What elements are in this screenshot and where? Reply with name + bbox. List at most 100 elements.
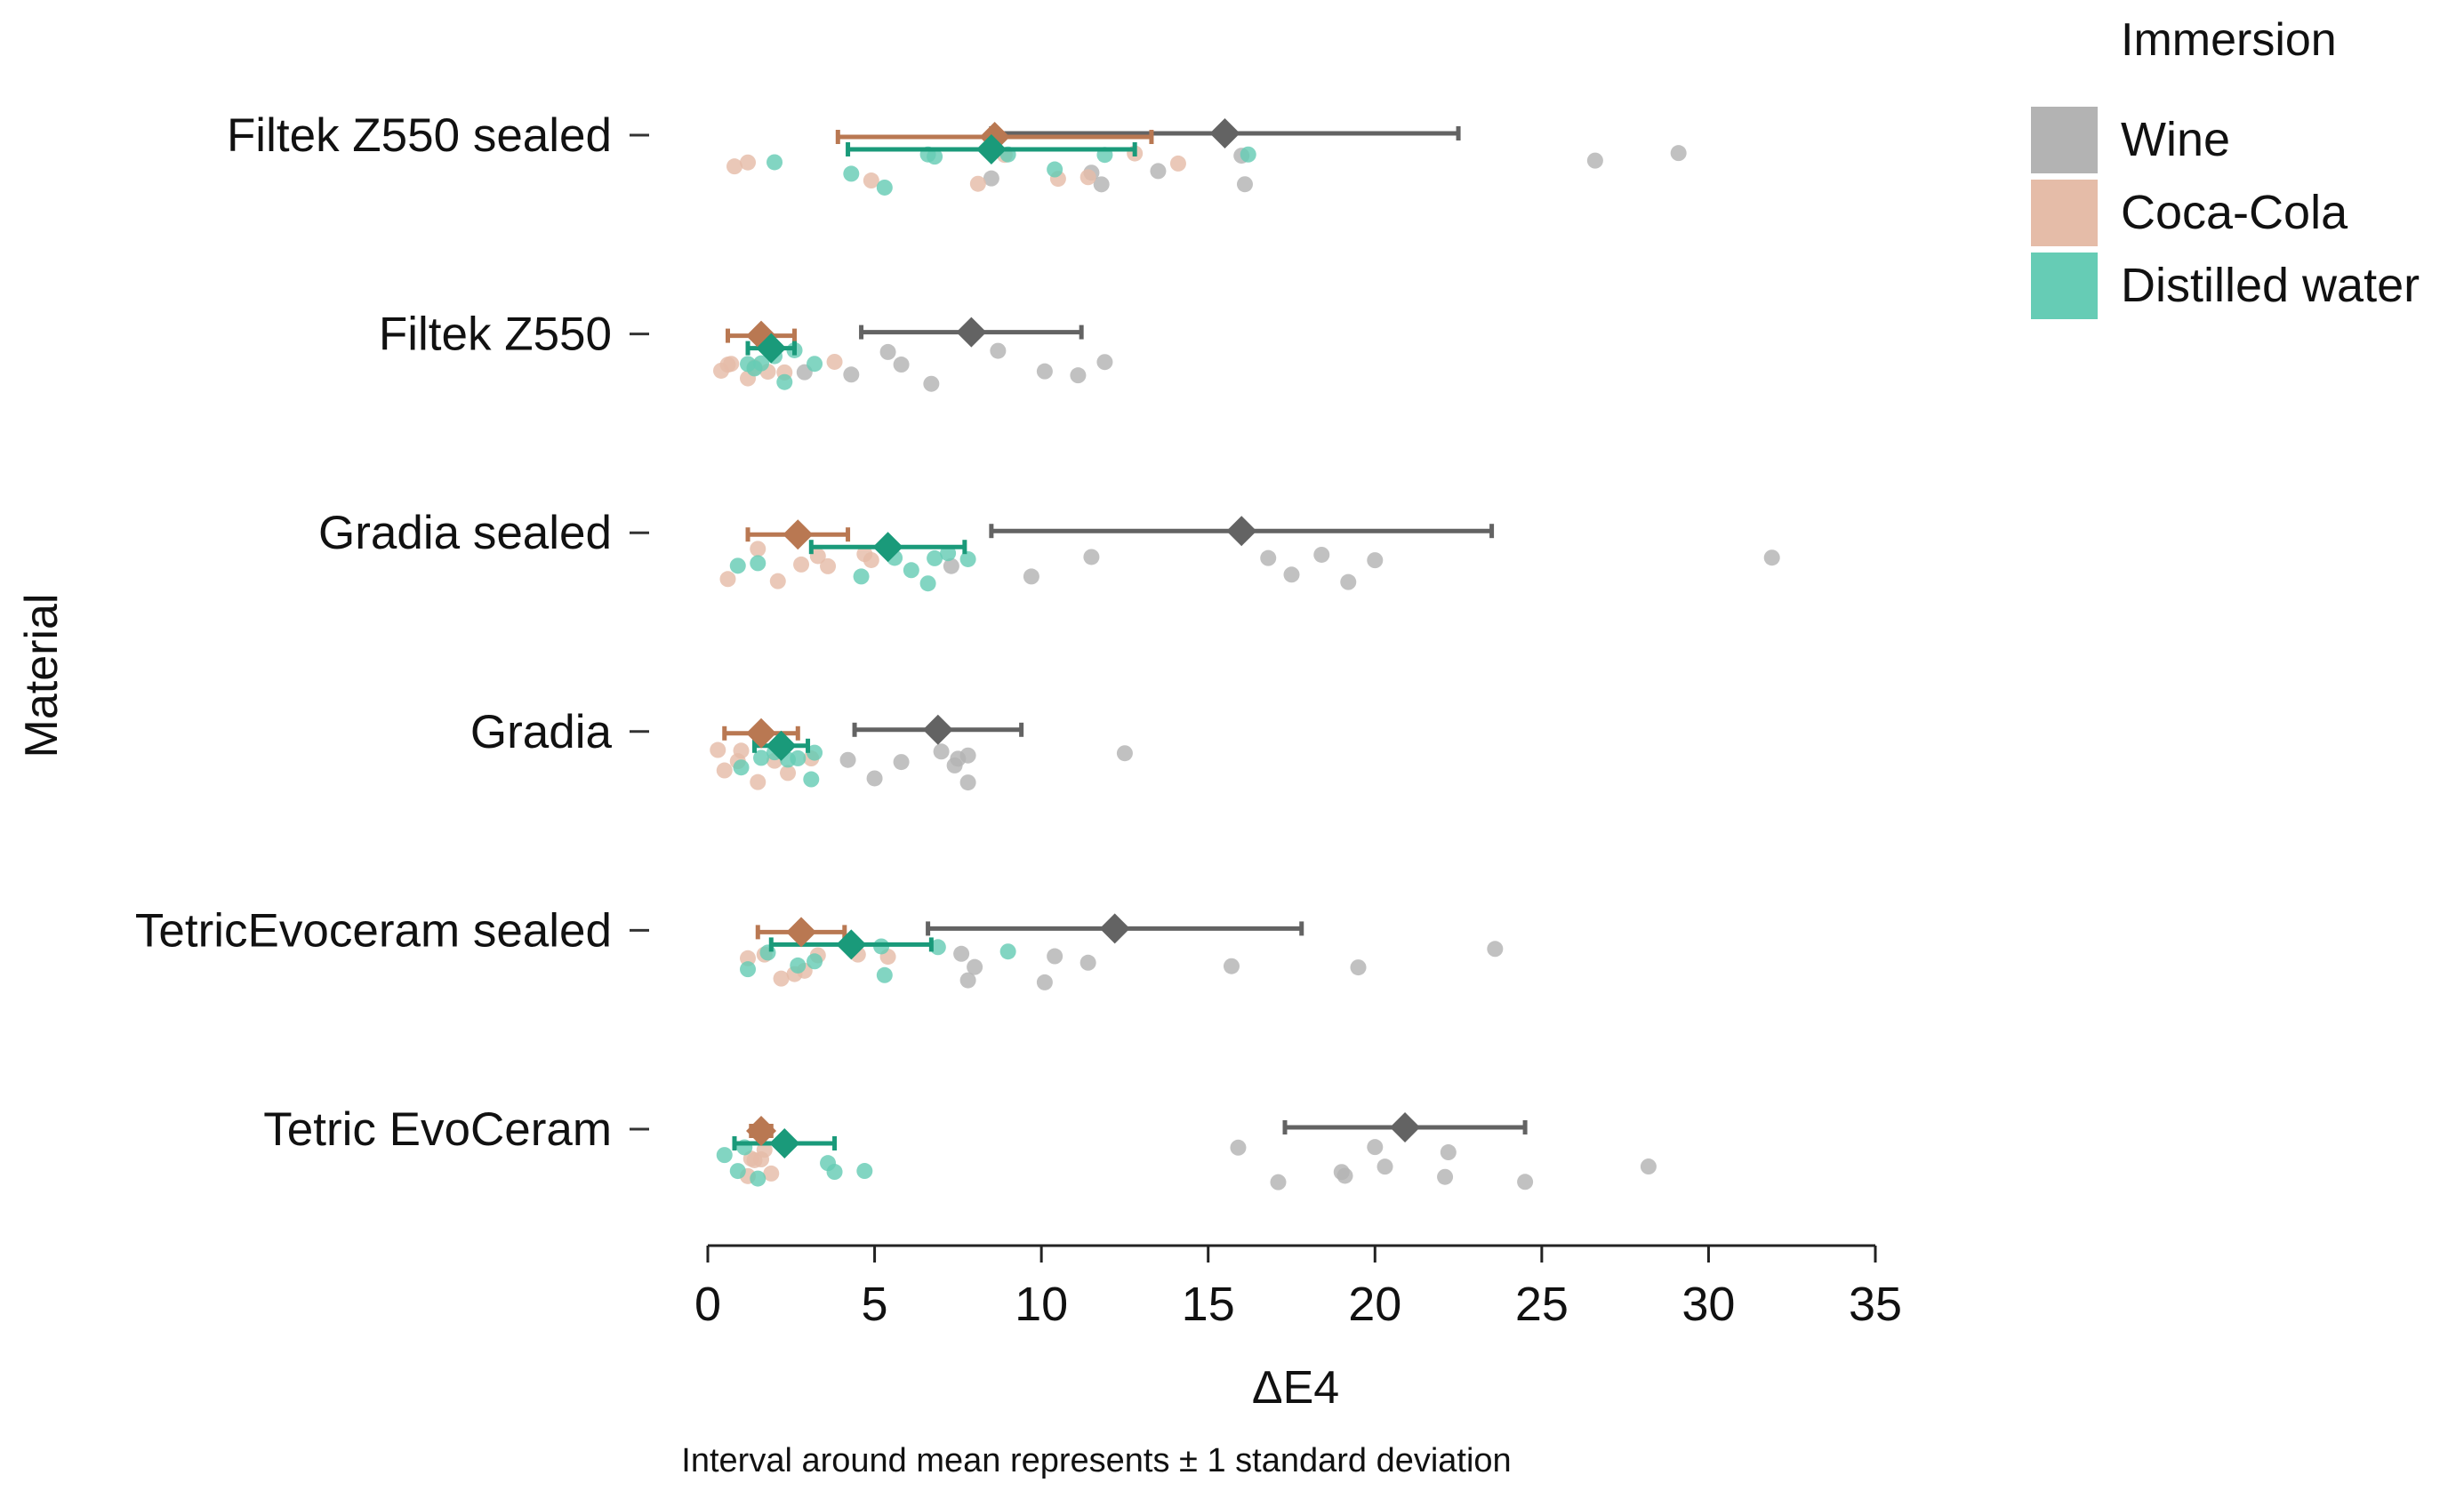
data-point-cola (740, 154, 757, 171)
data-point-water (790, 957, 807, 974)
data-point-cola (769, 573, 786, 589)
data-point-cola (710, 741, 726, 758)
data-point-cola (723, 356, 740, 373)
data-point-wine (839, 751, 856, 768)
data-point-water (776, 373, 793, 390)
data-point-cola (726, 158, 743, 175)
data-point-wine (1096, 354, 1113, 371)
mean-marker-water (872, 532, 903, 563)
legend-title: Immersion (2121, 14, 2337, 66)
data-point-wine (1036, 363, 1053, 380)
data-point-cola (750, 774, 766, 790)
data-point-wine (1080, 954, 1096, 971)
mean-markers (746, 118, 1421, 1158)
data-point-wine (1270, 1174, 1287, 1190)
data-point-wine (1083, 549, 1100, 565)
legend-label-water: Distilled water (2121, 259, 2420, 312)
data-point-water (876, 179, 893, 196)
data-point-wine (983, 170, 999, 187)
data-point-water (790, 750, 807, 766)
mean-marker-wine (922, 714, 953, 745)
data-point-wine (1070, 367, 1087, 384)
mean-marker-wine (1390, 1112, 1421, 1142)
data-point-water (927, 148, 943, 165)
data-point-wine (1367, 552, 1384, 569)
legend-swatch-wine (2031, 107, 2098, 173)
data-point-wine (1350, 959, 1367, 976)
data-point-wine (990, 342, 1007, 359)
data-point-water (753, 355, 770, 372)
data-point-wine (1367, 1139, 1384, 1156)
data-point-wine (1236, 176, 1253, 193)
mean-marker-wine (1226, 516, 1257, 547)
data-point-cola (763, 1165, 780, 1182)
data-point-cola (826, 353, 843, 370)
mean-marker-wine (1099, 913, 1130, 944)
x-tick-label: 5 (862, 1278, 888, 1331)
category-label: Filtek Z550 sealed (227, 109, 612, 162)
data-point-cola (863, 551, 879, 568)
data-point-cola (750, 541, 766, 557)
data-point-wine (1260, 549, 1277, 566)
data-point-water (929, 939, 946, 956)
data-point-cola (969, 175, 986, 192)
data-point-wine (1047, 948, 1063, 965)
x-tick-label: 30 (1681, 1278, 1735, 1331)
data-point-wine (893, 754, 910, 771)
y-axis-title: Material (16, 594, 68, 758)
data-point-wine (959, 747, 976, 764)
data-point-cola (1080, 169, 1096, 186)
mean-marker-water (836, 929, 867, 960)
data-point-wine (1116, 745, 1133, 762)
data-point-wine (923, 375, 940, 392)
data-point-water (1240, 146, 1256, 163)
data-point-water (843, 165, 860, 182)
category-label: Gradia sealed (318, 507, 612, 559)
data-point-wine (893, 357, 910, 373)
data-point-wine (1150, 163, 1167, 180)
legend: Immersion Wine Coca-Cola Distilled water (2031, 14, 2420, 319)
data-point-water (803, 771, 820, 788)
data-point-wine (943, 557, 959, 574)
data-point-water (853, 568, 870, 585)
data-point-water (807, 953, 823, 970)
mean-marker-cola (746, 717, 777, 749)
data-point-water (807, 744, 823, 761)
legend-swatch-cola (2031, 180, 2098, 246)
mean-marker-wine (956, 317, 987, 348)
mean-marker-wine (1209, 118, 1240, 148)
data-point-cola (740, 950, 757, 966)
data-point-wine (1517, 1174, 1534, 1190)
category-label: Gradia (470, 706, 613, 758)
error-bars (722, 126, 1528, 1150)
data-point-wine (1283, 566, 1300, 583)
data-point-wine (1586, 152, 1603, 169)
data-point-water (759, 944, 776, 961)
data-point-water (856, 1163, 873, 1180)
category-label: Tetric EvoCeram (263, 1103, 612, 1156)
data-point-water (753, 750, 770, 766)
x-tick-label: 0 (694, 1278, 721, 1331)
legend-label-wine: Wine (2121, 113, 2230, 166)
data-point-wine (866, 770, 883, 787)
data-point-water (750, 555, 766, 572)
x-axis-title: ΔE4 (1252, 1362, 1339, 1414)
data-point-wine (1023, 568, 1039, 585)
x-tick-label: 35 (1849, 1278, 1902, 1331)
data-point-wine (959, 972, 976, 989)
data-point-cola (1169, 155, 1186, 172)
data-point-water (729, 557, 746, 574)
mean-marker-water (766, 730, 797, 761)
data-point-water (1047, 161, 1063, 178)
data-point-water (919, 575, 936, 592)
x-axis: 0 5 10 15 20 25 30 35 (694, 1244, 1902, 1331)
data-point-water (876, 966, 893, 983)
data-point-cola (756, 1142, 773, 1158)
data-point-wine (1340, 573, 1357, 590)
data-point-wine (879, 343, 896, 360)
mean-marker-cola (746, 1116, 777, 1146)
y-axis-categories: Filtek Z550 sealed Filtek Z550 Gradia seal… (135, 109, 649, 1156)
x-tick-label: 10 (1015, 1278, 1068, 1331)
data-point-wine (1093, 176, 1110, 193)
